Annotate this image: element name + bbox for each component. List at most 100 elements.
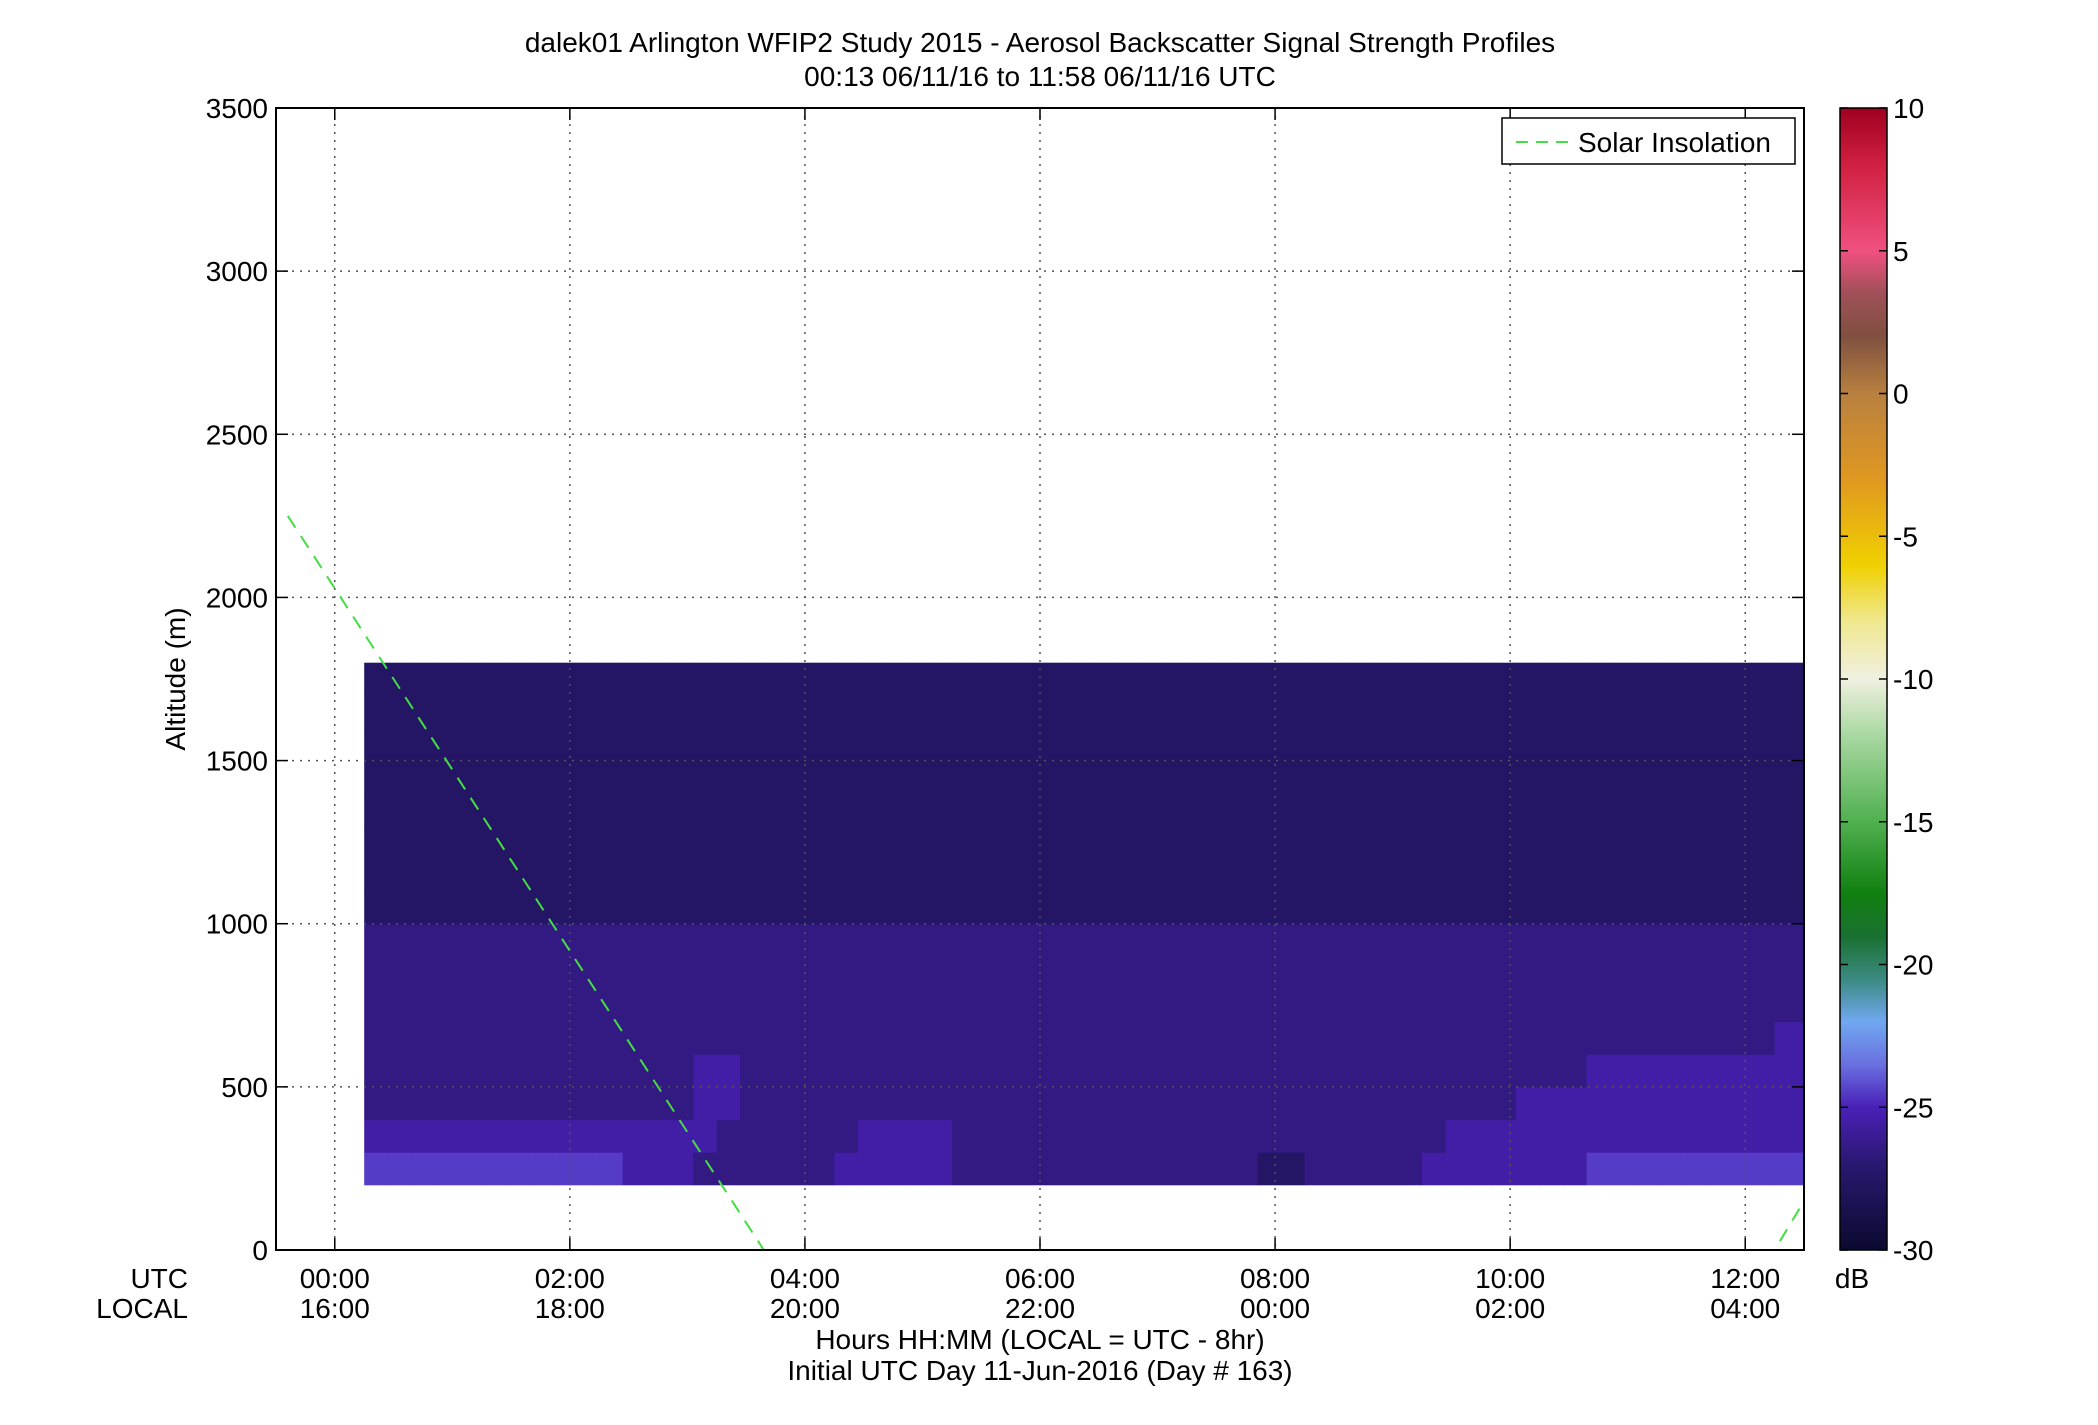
- heatmap-cell: [505, 727, 530, 762]
- heatmap-cell: [693, 825, 718, 859]
- heatmap-cell: [1233, 662, 1258, 696]
- heatmap-cell: [857, 1054, 882, 1088]
- heatmap-cell: [1045, 793, 1070, 827]
- heatmap-cell: [599, 1086, 624, 1121]
- x-axis-label-initial-day: Initial UTC Day 11-Jun-2016 (Day # 163): [787, 1355, 1292, 1386]
- heatmap-cell: [1633, 989, 1658, 1023]
- heatmap-cell: [1939, 1152, 1963, 1185]
- heatmap-cell: [1986, 663, 2010, 696]
- heatmap-cell: [1445, 793, 1470, 827]
- heatmap-cell: [552, 825, 577, 859]
- heatmap-cell: [1422, 1086, 1447, 1121]
- heatmap-cell: [1704, 1021, 1729, 1055]
- heatmap-cell: [1963, 891, 1987, 924]
- heatmap-cell: [1375, 858, 1400, 892]
- heatmap-cell: [646, 760, 671, 794]
- heatmap-cell: [458, 1152, 483, 1186]
- heatmap-cell: [1022, 858, 1047, 892]
- heatmap-cell: [1516, 858, 1541, 892]
- heatmap-cell: [1516, 1119, 1541, 1153]
- heatmap-cell: [693, 956, 718, 990]
- heatmap-cell: [787, 760, 812, 794]
- colorbar-tick-label: 0: [1893, 379, 1909, 410]
- heatmap-cell: [458, 858, 483, 892]
- heatmap-cell: [928, 1021, 953, 1055]
- heatmap-cell: [1963, 1152, 1987, 1185]
- heatmap-cell: [1704, 858, 1729, 892]
- heatmap-cell: [528, 1021, 553, 1055]
- heatmap-cell: [411, 727, 436, 762]
- heatmap-cell: [575, 727, 600, 762]
- heatmap-cell: [1398, 1086, 1423, 1121]
- heatmap-cell: [1022, 956, 1047, 990]
- heatmap-cell: [505, 858, 530, 892]
- heatmap-cell: [904, 1021, 929, 1055]
- heatmap-cell: [1281, 1086, 1306, 1121]
- heatmap-cell: [1045, 727, 1070, 762]
- heatmap-cell: [505, 989, 530, 1023]
- heatmap-cell: [505, 662, 530, 696]
- heatmap-cell: [1422, 760, 1447, 794]
- heatmap-cell: [505, 1086, 530, 1121]
- heatmap-cell: [1751, 1086, 1776, 1121]
- heatmap-cell: [458, 1021, 483, 1055]
- heatmap-cell: [1139, 923, 1164, 957]
- heatmap-cell: [1445, 1119, 1470, 1153]
- heatmap-cell: [1422, 1119, 1447, 1153]
- heatmap-cell: [1445, 727, 1470, 762]
- heatmap-cell: [669, 695, 694, 729]
- heatmap-cell: [481, 760, 506, 794]
- heatmap-cell: [1586, 662, 1611, 696]
- heatmap-cell: [810, 825, 835, 859]
- heatmap-cell: [505, 923, 530, 957]
- heatmap-cell: [1163, 989, 1188, 1023]
- heatmap-cell: [528, 695, 553, 729]
- heatmap-cell: [1892, 1120, 1916, 1153]
- heatmap-cell: [411, 1152, 436, 1186]
- heatmap-cell: [1210, 1119, 1235, 1153]
- heatmap-cell: [599, 695, 624, 729]
- heatmap-cell: [1610, 1086, 1635, 1121]
- heatmap-cell: [622, 989, 647, 1023]
- heatmap-cell: [1798, 1119, 1804, 1153]
- heatmap-cell: [1328, 662, 1353, 696]
- heatmap-cell: [1139, 793, 1164, 827]
- heatmap-cell: [646, 891, 671, 925]
- heatmap-cell: [1563, 760, 1588, 794]
- heatmap-cell: [1375, 989, 1400, 1023]
- colorbar-unit: dB: [1835, 1263, 1869, 1294]
- heatmap-cell: [1351, 1086, 1376, 1121]
- heatmap-cell: [928, 923, 953, 957]
- heatmap-cell: [1257, 923, 1282, 957]
- x-tick-label-utc: 12:00: [1710, 1263, 1780, 1294]
- heatmap-cell: [1633, 891, 1658, 925]
- heatmap-cell: [1916, 761, 1940, 794]
- heatmap-cell: [1539, 727, 1564, 762]
- heatmap-cell: [975, 1054, 1000, 1088]
- heatmap-cell: [763, 1119, 788, 1153]
- heatmap-cell: [1563, 662, 1588, 696]
- heatmap-cell: [669, 891, 694, 925]
- heatmap-cell: [1398, 1021, 1423, 1055]
- heatmap-cell: [1798, 989, 1804, 1023]
- heatmap-cell: [1328, 1021, 1353, 1055]
- heatmap-cell: [364, 956, 389, 990]
- heatmap-cell: [575, 1119, 600, 1153]
- heatmap-cell: [434, 793, 459, 827]
- y-tick-label: 2500: [206, 419, 268, 450]
- heatmap-cell: [1657, 1021, 1682, 1055]
- heatmap-cell: [599, 891, 624, 925]
- heatmap-cell: [552, 891, 577, 925]
- heatmap-cell: [2010, 989, 2034, 1022]
- heatmap-cell: [387, 727, 412, 762]
- heatmap-cell: [669, 858, 694, 892]
- heatmap-cell: [1328, 695, 1353, 729]
- heatmap-cell: [1257, 1119, 1282, 1153]
- heatmap-cell: [834, 956, 859, 990]
- heatmap-cell: [505, 1119, 530, 1153]
- heatmap-cell: [1186, 760, 1211, 794]
- heatmap-cell: [1492, 825, 1517, 859]
- heatmap-cell: [1963, 989, 1987, 1022]
- heatmap-cell: [622, 760, 647, 794]
- heatmap-cell: [857, 760, 882, 794]
